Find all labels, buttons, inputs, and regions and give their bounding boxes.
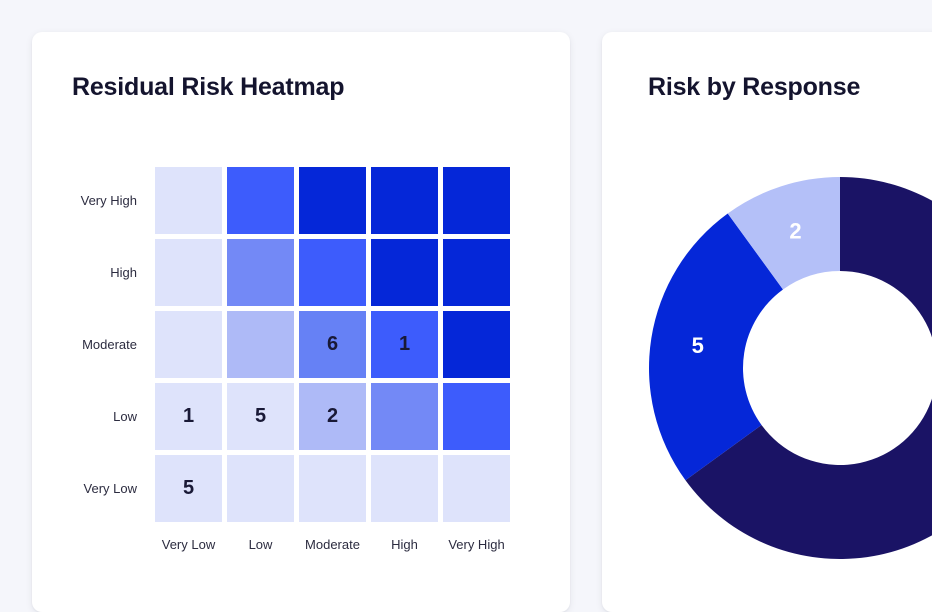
heatmap-cell[interactable]: [299, 167, 366, 234]
heatmap-cell[interactable]: 1: [371, 311, 438, 378]
heatmap-cell[interactable]: 1: [155, 383, 222, 450]
heatmap-x-label: Very Low: [161, 537, 216, 552]
heatmap-cell[interactable]: [443, 167, 510, 234]
heatmap-x-label: Low: [248, 537, 273, 552]
heatmap-cell[interactable]: [371, 383, 438, 450]
heatmap-y-label: Very Low: [83, 481, 137, 496]
donut-segment-label: 2: [789, 219, 801, 244]
heatmap-cell[interactable]: [155, 167, 222, 234]
heatmap-cell[interactable]: [299, 239, 366, 306]
heatmap-cell[interactable]: 6: [299, 311, 366, 378]
heatmap-cell[interactable]: [227, 167, 294, 234]
heatmap-cell[interactable]: [371, 239, 438, 306]
heatmap-y-label: Very High: [80, 193, 137, 208]
donut-chart: 1352: [649, 177, 932, 559]
heatmap-y-label: Low: [113, 409, 137, 424]
heatmap-cell[interactable]: [443, 455, 510, 522]
donut-segment[interactable]: [727, 177, 840, 290]
heatmap-cell[interactable]: [371, 167, 438, 234]
heatmap-cell[interactable]: [371, 455, 438, 522]
heatmap-cell[interactable]: [227, 455, 294, 522]
heatmap-cell[interactable]: [227, 239, 294, 306]
heatmap-cell[interactable]: 5: [227, 383, 294, 450]
heatmap-cell[interactable]: [443, 311, 510, 378]
heatmap-cell[interactable]: [155, 239, 222, 306]
donut-title: Risk by Response: [648, 73, 861, 101]
heatmap-cell[interactable]: [299, 455, 366, 522]
donut-segment-label: 5: [692, 333, 704, 358]
heatmap-cell[interactable]: [155, 311, 222, 378]
donut-segment[interactable]: [649, 213, 783, 481]
heatmap-cell[interactable]: 5: [155, 455, 222, 522]
heatmap-x-label: Very High: [448, 537, 505, 552]
risk-dashboard: { "page": { "background_color": "#f5f6fb…: [72, 73, 932, 559]
heatmap-x-label: High: [391, 537, 418, 552]
heatmap-title: Residual Risk Heatmap: [72, 73, 345, 101]
heatmap-cell[interactable]: [227, 311, 294, 378]
heatmap-y-label: Moderate: [82, 337, 137, 352]
donut-segment[interactable]: [685, 177, 932, 559]
heatmap-y-label: High: [110, 265, 137, 280]
heatmap-cell[interactable]: [443, 383, 510, 450]
donut-card: Risk by Response 1352: [602, 32, 932, 612]
heatmap-x-label: Moderate: [305, 537, 360, 552]
heatmap-cell[interactable]: 2: [299, 383, 366, 450]
heatmap-cell[interactable]: [443, 239, 510, 306]
